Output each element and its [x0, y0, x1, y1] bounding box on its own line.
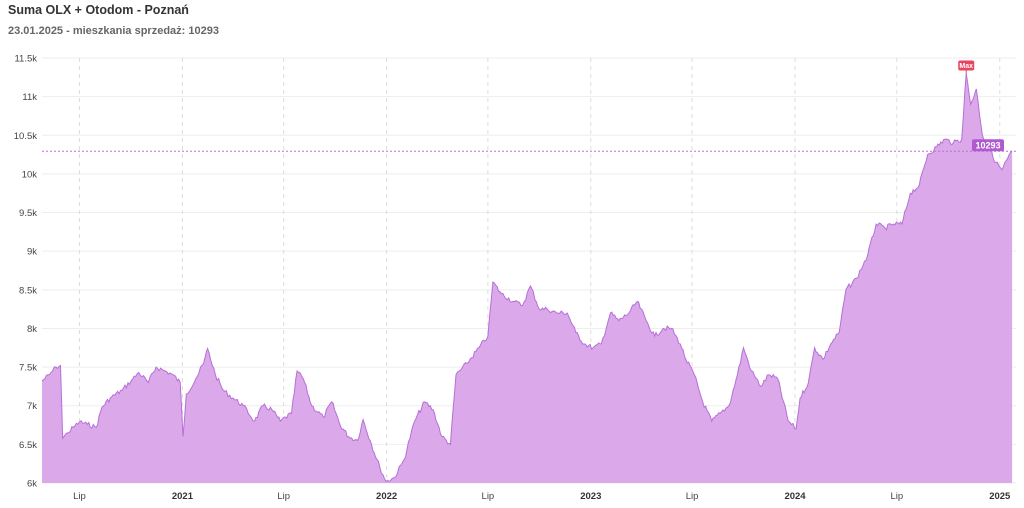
y-tick-label: 9k	[27, 247, 37, 258]
current-value-badge	[972, 139, 1004, 152]
x-tick-label: 2025	[989, 491, 1011, 502]
x-tick-label: 2023	[580, 491, 601, 502]
x-tick-label: Lip	[890, 491, 903, 502]
x-tick-label: 2021	[172, 491, 194, 502]
y-tick-label: 11.5k	[14, 54, 37, 65]
series	[41, 73, 1013, 483]
y-tick-label: 9.5k	[19, 208, 37, 219]
current-value-label: 10293	[975, 140, 1000, 150]
markers: 10293 Max	[42, 60, 1016, 152]
y-tick-label: 7k	[27, 401, 37, 412]
y-tick-label: 11k	[22, 92, 37, 103]
y-tick-label: 6k	[27, 479, 37, 490]
y-axis: 6k 6.5k 7k 7.5k 8k 8.5k 9k 9.5k 10k 10.5k 11k 11.5k	[14, 54, 37, 490]
x-tick-label: Lip	[686, 491, 699, 502]
x-tick-label: Lip	[277, 491, 290, 502]
x-tick-label: Lip	[73, 491, 86, 502]
x-tick-label: Lip	[482, 491, 495, 502]
y-tick-label: 8.5k	[19, 285, 37, 296]
chart-title: Suma OLX + Otodom - Poznań	[8, 3, 189, 17]
max-marker-badge	[958, 60, 975, 71]
y-tick-label: 10k	[22, 169, 38, 180]
y-tick-label: 10.5k	[14, 131, 37, 142]
y-tick-label: 7.5k	[19, 363, 37, 374]
chart-subtitle: 23.01.2025 - mieszkania sprzedaż: 10293	[8, 25, 219, 37]
x-axis: Lip 2021 Lip 2022 Lip 2023 Lip 2024 Lip 2025	[73, 491, 1011, 502]
series-line	[41, 73, 1013, 483]
x-tick-label: 2022	[376, 491, 397, 502]
y-tick-label: 8k	[27, 324, 37, 335]
x-tick-label: 2024	[784, 491, 806, 502]
max-marker-label: Max	[959, 63, 973, 70]
y-tick-label: 6.5k	[19, 440, 37, 451]
series-area	[42, 73, 1013, 483]
